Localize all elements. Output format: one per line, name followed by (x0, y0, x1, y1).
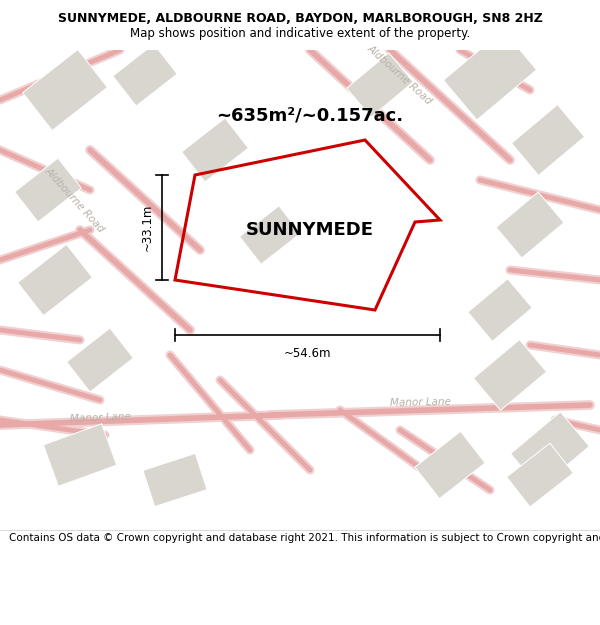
Text: Manor Lane: Manor Lane (70, 412, 131, 424)
Text: Manor Lane: Manor Lane (389, 396, 451, 408)
Text: Map shows position and indicative extent of the property.: Map shows position and indicative extent… (130, 27, 470, 40)
Polygon shape (468, 279, 532, 341)
Polygon shape (14, 158, 82, 222)
Polygon shape (415, 431, 485, 499)
Polygon shape (43, 424, 116, 486)
Polygon shape (496, 192, 564, 258)
Polygon shape (239, 206, 301, 264)
Text: Aldbourne Road: Aldbourne Road (365, 43, 434, 107)
Polygon shape (512, 104, 584, 176)
Polygon shape (511, 412, 589, 488)
Polygon shape (443, 30, 536, 120)
Polygon shape (143, 453, 207, 507)
Text: ~635m²/~0.157ac.: ~635m²/~0.157ac. (217, 106, 404, 124)
Polygon shape (182, 118, 248, 182)
Text: SUNNYMEDE: SUNNYMEDE (246, 221, 374, 239)
Text: ~33.1m: ~33.1m (141, 204, 154, 251)
Polygon shape (23, 49, 107, 131)
Polygon shape (17, 244, 92, 316)
Text: Aldbourne Road: Aldbourne Road (43, 166, 107, 234)
Polygon shape (67, 328, 133, 392)
Polygon shape (473, 339, 547, 411)
Polygon shape (347, 52, 413, 118)
Polygon shape (506, 443, 574, 507)
Text: ~54.6m: ~54.6m (284, 347, 331, 360)
Text: Contains OS data © Crown copyright and database right 2021. This information is : Contains OS data © Crown copyright and d… (9, 533, 600, 543)
Text: SUNNYMEDE, ALDBOURNE ROAD, BAYDON, MARLBOROUGH, SN8 2HZ: SUNNYMEDE, ALDBOURNE ROAD, BAYDON, MARLB… (58, 12, 542, 26)
Polygon shape (113, 44, 177, 106)
